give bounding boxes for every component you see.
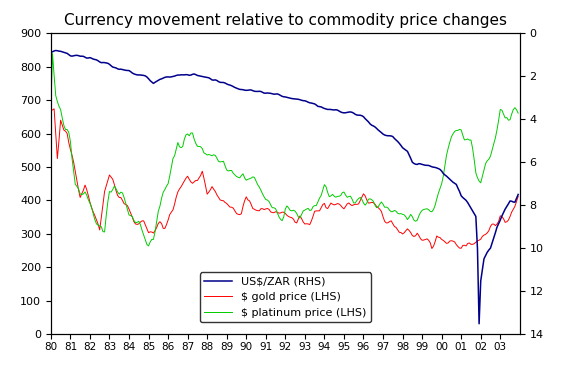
Legend: US$/ZAR (RHS), $ gold price (LHS), $ platinum price (LHS): US$/ZAR (RHS), $ gold price (LHS), $ pla…: [200, 272, 371, 322]
Title: Currency movement relative to commodity price changes: Currency movement relative to commodity …: [64, 13, 507, 28]
